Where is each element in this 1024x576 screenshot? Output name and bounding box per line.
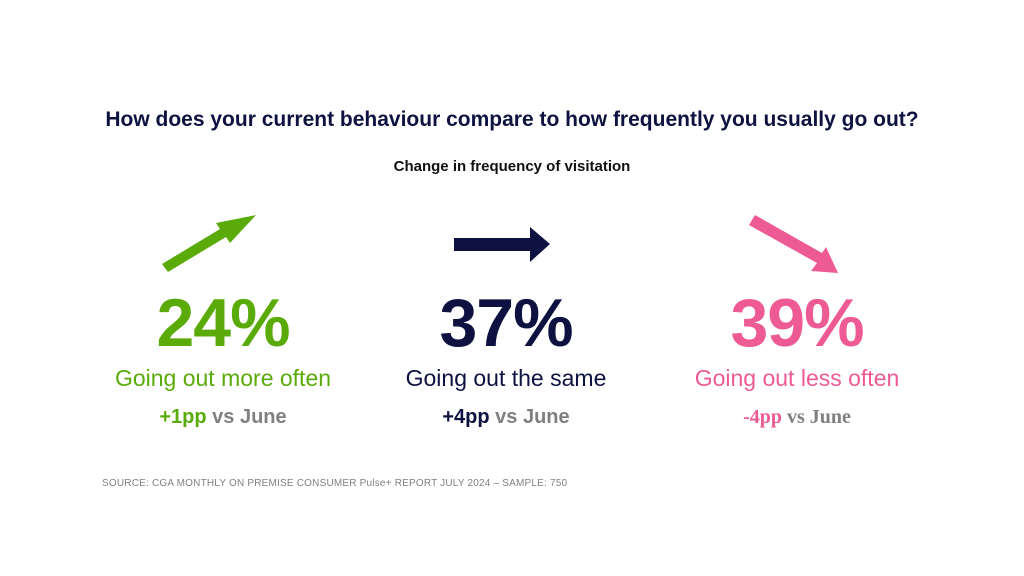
delta-comparison: vs June [782,406,851,428]
arrow-down-right-icon [749,215,838,273]
arrow-right-icon [454,227,550,262]
arrow-up-right-icon [162,215,256,272]
stat-more-often: 24% Going out more often +1pp vs June [73,285,373,429]
delta-value: +1pp [159,406,207,428]
stat-label: Going out less often [694,365,900,391]
stat-delta: +4pp vs June [356,406,656,429]
stat-delta: -4pp vs June [647,406,947,429]
stat-less-often: 39% Going out less often -4pp vs June [647,285,947,429]
stat-value: 24% [156,285,290,361]
stat-value: 39% [730,285,864,361]
stat-value: 37% [439,285,573,361]
slide-subtitle: Change in frequency of visitation [393,158,631,175]
delta-comparison: vs June [206,406,287,428]
slide-title: How does your current behaviour compare … [105,108,919,131]
delta-value: -4pp [743,406,782,428]
delta-comparison: vs June [489,406,570,428]
source-note: SOURCE: CGA MONTHLY ON PREMISE CONSUMER … [102,478,568,489]
stat-delta: +1pp vs June [73,406,373,429]
stat-same: 37% Going out the same +4pp vs June [356,285,656,429]
stat-label: Going out more often [114,365,332,391]
delta-value: +4pp [442,406,490,428]
stat-label: Going out the same [405,365,607,391]
